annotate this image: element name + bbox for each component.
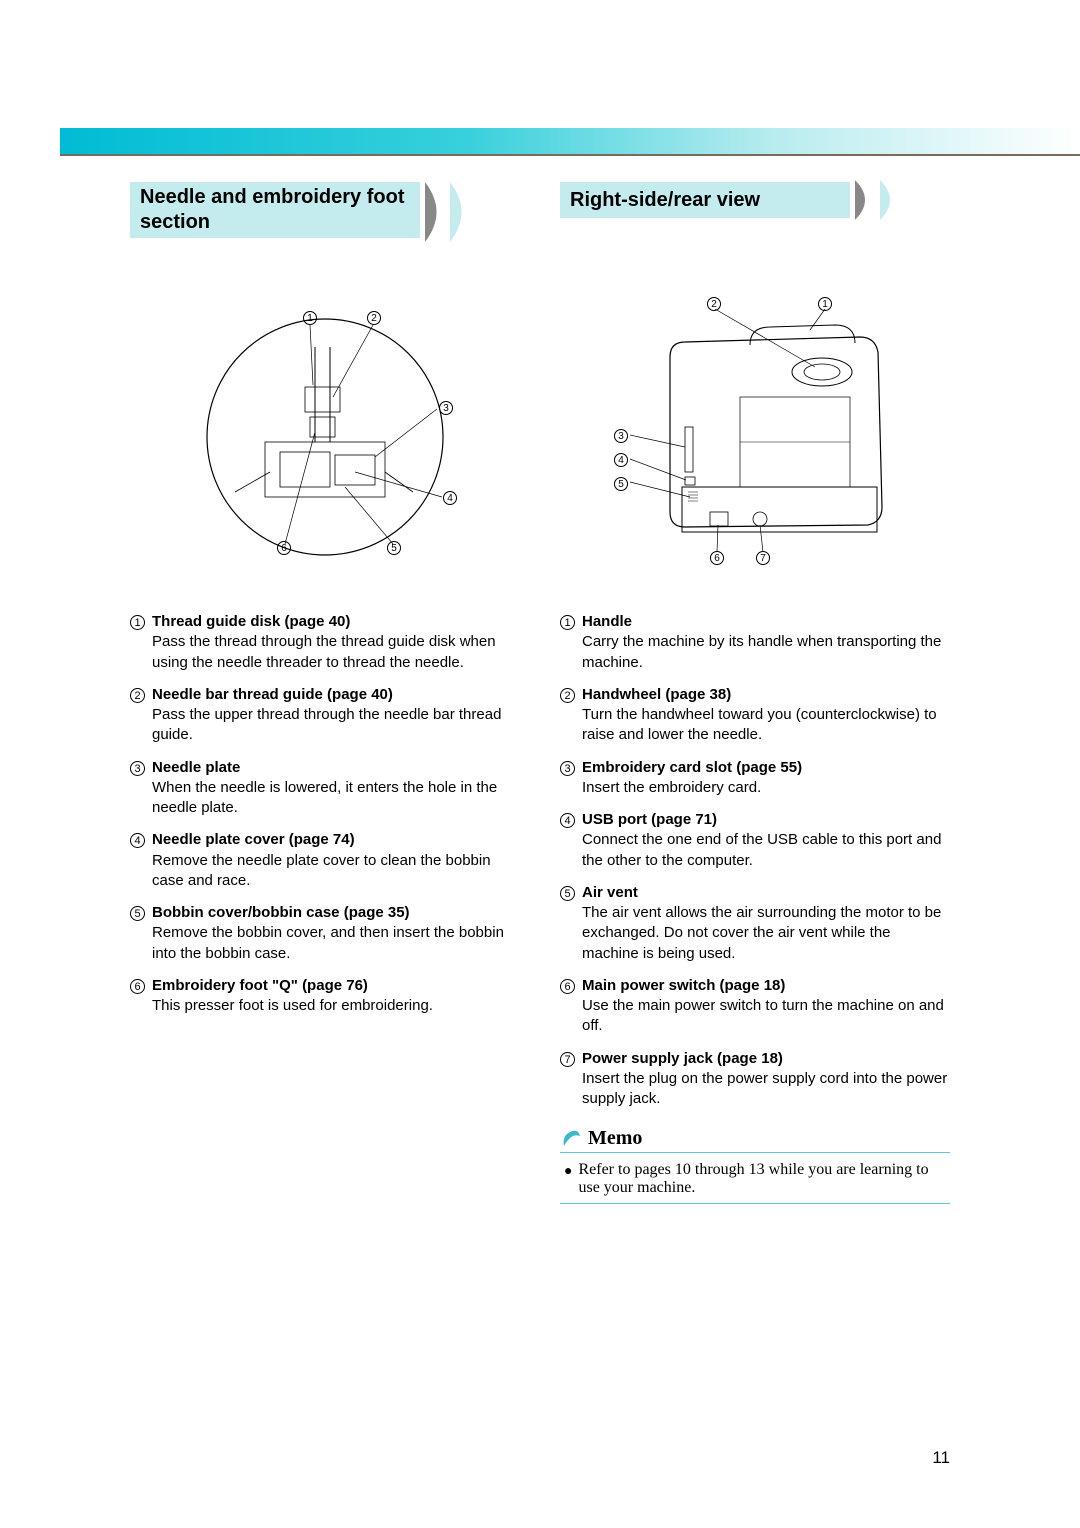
memo-icon	[560, 1128, 582, 1150]
fig-callout: 6	[277, 541, 291, 555]
content-columns: Needle and embroidery foot section	[130, 182, 950, 1204]
item-title: Main power switch (page 18)	[582, 977, 785, 994]
list-item: 7Power supply jack (page 18)Insert the p…	[560, 1049, 950, 1110]
fig-callout: 4	[443, 491, 457, 505]
list-item: 4USB port (page 71)Connect the one end o…	[560, 810, 950, 871]
item-desc: Turn the handwheel toward you (countercl…	[582, 706, 937, 743]
fig-callout: 2	[367, 311, 381, 325]
fig-callout: 1	[818, 297, 832, 311]
fig-callout: 4	[614, 453, 628, 467]
item-title: Needle plate cover (page 74)	[152, 831, 355, 848]
top-gradient-band	[60, 128, 1080, 154]
item-desc: Connect the one end of the USB cable to …	[582, 831, 941, 868]
right-heading-text: Right-side/rear view	[570, 188, 760, 213]
left-list: 1Thread guide disk (page 40)Pass the thr…	[130, 612, 520, 1016]
right-figure: 1 2 3 4 5 6 7	[560, 292, 950, 582]
item-title: Embroidery card slot (page 55)	[582, 759, 802, 776]
right-column: Right-side/rear view	[560, 182, 950, 1204]
item-title: Needle plate	[152, 759, 240, 776]
left-column: Needle and embroidery foot section	[130, 182, 520, 1204]
item-title: Bobbin cover/bobbin case (page 35)	[152, 904, 410, 921]
item-desc: This presser foot is used for embroideri…	[152, 997, 433, 1014]
right-list: 1HandleCarry the machine by its handle w…	[560, 612, 950, 1109]
list-item: 5Bobbin cover/bobbin case (page 35)Remov…	[130, 903, 520, 964]
item-title: Air vent	[582, 884, 638, 901]
memo-box: Memo ● Refer to pages 10 through 13 whil…	[560, 1127, 950, 1204]
left-figure: 1 2 3 4 5 6	[130, 292, 520, 582]
list-item: 2Needle bar thread guide (page 40)Pass t…	[130, 685, 520, 746]
heading-paren-icon	[420, 182, 520, 242]
item-desc: The air vent allows the air surrounding …	[582, 904, 941, 962]
list-item: 5Air ventThe air vent allows the air sur…	[560, 883, 950, 964]
list-item: 4Needle plate cover (page 74)Remove the …	[130, 830, 520, 891]
item-title: Power supply jack (page 18)	[582, 1050, 783, 1067]
item-title: USB port (page 71)	[582, 811, 717, 828]
fig-callout: 5	[387, 541, 401, 555]
left-heading-text: Needle and embroidery foot section	[140, 185, 420, 235]
fig-callout: 7	[756, 551, 770, 565]
item-desc: Pass the thread through the thread guide…	[152, 633, 496, 670]
list-item: 2Handwheel (page 38)Turn the handwheel t…	[560, 685, 950, 746]
memo-title: Memo	[588, 1127, 642, 1150]
left-heading: Needle and embroidery foot section	[130, 182, 520, 252]
list-item: 3Needle plateWhen the needle is lowered,…	[130, 758, 520, 819]
item-desc: Remove the bobbin cover, and then insert…	[152, 924, 504, 961]
item-desc: Carry the machine by its handle when tra…	[582, 633, 941, 670]
item-desc: Insert the embroidery card.	[582, 779, 761, 796]
memo-bullet: ●	[564, 1161, 572, 1197]
item-title: Embroidery foot "Q" (page 76)	[152, 977, 368, 994]
list-item: 3Embroidery card slot (page 55)Insert th…	[560, 758, 950, 799]
item-title: Handle	[582, 613, 632, 630]
item-desc: Insert the plug on the power supply cord…	[582, 1070, 947, 1107]
list-item: 1Thread guide disk (page 40)Pass the thr…	[130, 612, 520, 673]
item-title: Handwheel (page 38)	[582, 686, 731, 703]
item-desc: Remove the needle plate cover to clean t…	[152, 852, 491, 889]
item-title: Needle bar thread guide (page 40)	[152, 686, 393, 703]
fig-callout: 6	[710, 551, 724, 565]
list-item: 1HandleCarry the machine by its handle w…	[560, 612, 950, 673]
item-desc: Pass the upper thread through the needle…	[152, 706, 501, 743]
fig-callout: 1	[303, 311, 317, 325]
item-desc: When the needle is lowered, it enters th…	[152, 779, 497, 816]
fig-callout: 3	[439, 401, 453, 415]
page-number: 11	[932, 1448, 950, 1468]
list-item: 6Embroidery foot "Q" (page 76)This press…	[130, 976, 520, 1017]
item-title: Thread guide disk (page 40)	[152, 613, 350, 630]
memo-text: Refer to pages 10 through 13 while you a…	[578, 1161, 950, 1197]
fig-callout: 2	[707, 297, 721, 311]
fig-callout: 3	[614, 429, 628, 443]
heading-paren-icon	[850, 180, 950, 220]
list-item: 6Main power switch (page 18)Use the main…	[560, 976, 950, 1037]
item-desc: Use the main power switch to turn the ma…	[582, 997, 944, 1034]
right-heading: Right-side/rear view	[560, 182, 950, 252]
fig-callout: 5	[614, 477, 628, 491]
